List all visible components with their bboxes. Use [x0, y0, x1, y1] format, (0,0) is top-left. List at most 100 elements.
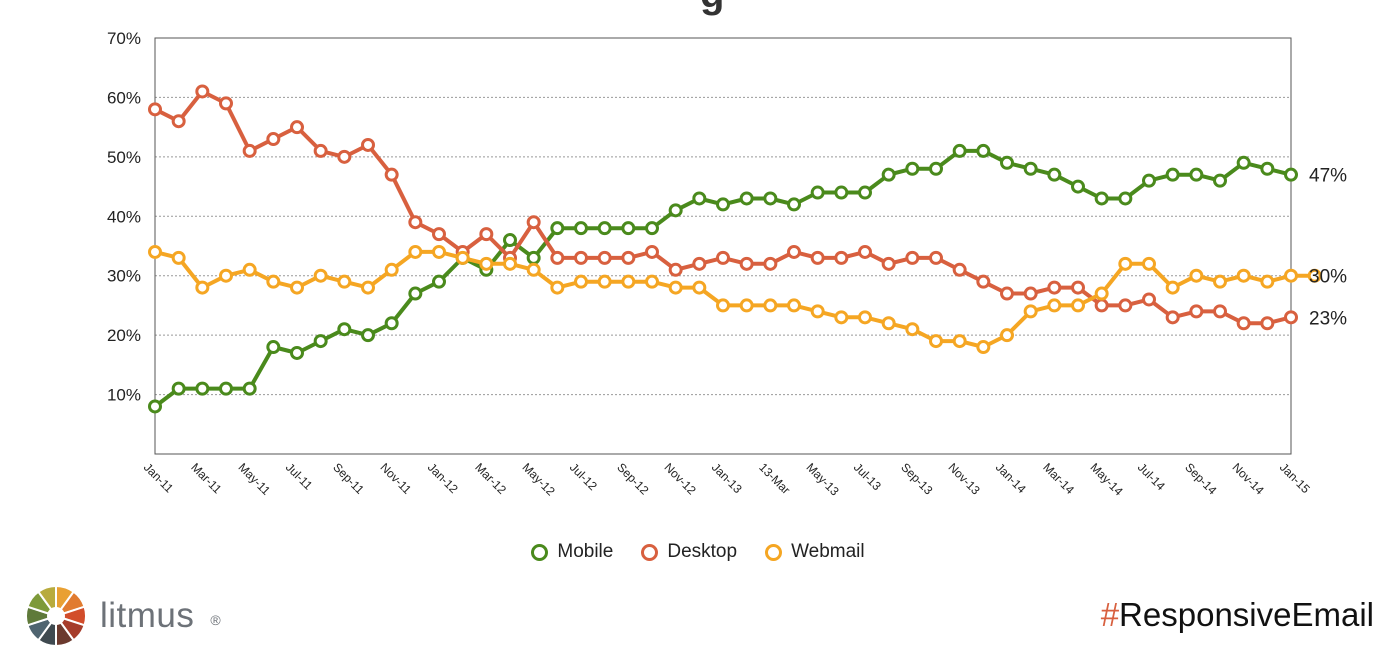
x-tick-label: Jan-12 — [425, 460, 461, 496]
data-point-desktop — [550, 250, 565, 265]
data-point-webmail — [1071, 298, 1085, 313]
series-webmail — [148, 244, 1322, 355]
x-tick-label: Jul-11 — [283, 460, 316, 493]
data-point-mobile — [1023, 161, 1038, 176]
x-tick-label: Sep-14 — [1182, 460, 1219, 497]
data-point-desktop — [1165, 310, 1180, 325]
data-point-webmail — [550, 280, 565, 295]
registered-mark: ® — [210, 612, 221, 628]
series-mobile — [148, 143, 1298, 414]
data-point-desktop — [171, 114, 186, 129]
x-tick-label: May-13 — [804, 460, 842, 498]
data-point-mobile — [716, 197, 730, 212]
data-point-webmail — [716, 298, 730, 313]
data-point-webmail — [479, 256, 494, 271]
x-tick-label: Jan-15 — [1277, 460, 1313, 496]
data-point-webmail — [219, 268, 233, 283]
data-point-webmail — [1142, 256, 1156, 271]
hashtag-symbol: # — [1100, 596, 1120, 633]
data-point-mobile — [574, 221, 588, 236]
data-point-mobile — [337, 322, 352, 337]
end-label-mobile: 47% — [1309, 166, 1347, 187]
x-tick-label: Sep-11 — [330, 460, 367, 497]
data-point-desktop — [929, 250, 943, 265]
logo-text: litmus — [100, 596, 195, 635]
data-point-webmail — [905, 322, 920, 337]
legend-item-mobile: Mobile — [531, 541, 613, 563]
data-point-desktop — [692, 256, 707, 271]
x-tick-label: Sep-13 — [898, 460, 935, 497]
data-point-desktop — [574, 250, 588, 265]
data-point-mobile — [171, 381, 186, 396]
data-point-desktop — [1000, 286, 1014, 301]
data-point-desktop — [905, 250, 920, 265]
data-point-webmail — [692, 280, 707, 295]
data-point-mobile — [550, 221, 565, 236]
end-label-webmail: 30% — [1309, 267, 1347, 288]
data-point-mobile — [242, 381, 257, 396]
plot-frame — [154, 37, 1292, 455]
y-tick-label: 20% — [107, 326, 141, 345]
data-point-webmail — [597, 274, 612, 289]
data-point-webmail — [952, 334, 967, 349]
end-label-desktop: 23% — [1309, 308, 1347, 329]
x-tick-label: Nov-12 — [662, 460, 699, 497]
data-point-webmail — [929, 334, 943, 349]
y-tick-label: 60% — [107, 88, 141, 107]
data-point-desktop — [290, 120, 304, 135]
y-tick-label: 70% — [107, 29, 141, 48]
data-point-desktop — [1118, 298, 1133, 313]
x-tick-label: May-14 — [1088, 460, 1126, 498]
data-point-webmail — [408, 244, 423, 259]
data-point-webmail — [503, 256, 517, 271]
data-point-mobile — [384, 316, 399, 331]
legend-item-desktop: Desktop — [641, 541, 737, 563]
hashtag-text: ResponsiveEmail — [1119, 596, 1374, 633]
data-point-mobile — [503, 233, 517, 248]
data-point-mobile — [929, 161, 943, 176]
data-point-desktop — [1023, 286, 1038, 301]
data-point-mobile — [952, 143, 967, 158]
data-point-mobile — [834, 185, 849, 200]
data-point-webmail — [834, 310, 849, 325]
data-point-mobile — [266, 340, 281, 355]
x-tick-label: Jul-14 — [1135, 460, 1168, 493]
chart-title-fragment: g — [700, 0, 724, 17]
data-point-desktop — [266, 132, 281, 147]
data-point-webmail — [337, 274, 352, 289]
data-point-webmail — [361, 280, 375, 295]
data-point-desktop — [526, 215, 541, 230]
data-point-webmail — [763, 298, 778, 313]
data-point-desktop — [384, 167, 399, 182]
data-point-desktop — [810, 250, 825, 265]
x-tick-label: 13-Mar — [756, 460, 793, 497]
data-point-desktop — [1071, 280, 1085, 295]
data-point-webmail — [171, 250, 186, 265]
data-point-desktop — [361, 137, 375, 152]
chart-legend: Mobile Desktop Webmail — [0, 541, 1396, 563]
data-point-webmail — [195, 280, 210, 295]
data-point-webmail — [384, 262, 399, 277]
x-tick-label: Nov-11 — [378, 460, 415, 497]
data-point-webmail — [432, 244, 446, 259]
x-tick-label: Jan-14 — [993, 460, 1029, 496]
data-point-desktop — [1047, 280, 1062, 295]
data-point-mobile — [881, 167, 896, 182]
data-point-desktop — [976, 274, 991, 289]
data-point-mobile — [1118, 191, 1133, 206]
legend-label-mobile: Mobile — [557, 541, 614, 562]
litmus-logo: litmus ® — [24, 584, 221, 648]
data-point-mobile — [526, 250, 541, 265]
legend-marker-webmail — [765, 543, 783, 561]
data-point-mobile — [1071, 179, 1085, 194]
data-point-webmail — [1307, 268, 1322, 283]
data-point-webmail — [290, 280, 304, 295]
data-point-desktop — [668, 262, 683, 277]
data-point-desktop — [787, 244, 801, 259]
data-point-mobile — [1165, 167, 1180, 182]
hashtag: #ResponsiveEmail — [1101, 596, 1374, 634]
data-point-webmail — [266, 274, 281, 289]
data-point-webmail — [881, 316, 896, 331]
data-point-mobile — [739, 191, 754, 206]
